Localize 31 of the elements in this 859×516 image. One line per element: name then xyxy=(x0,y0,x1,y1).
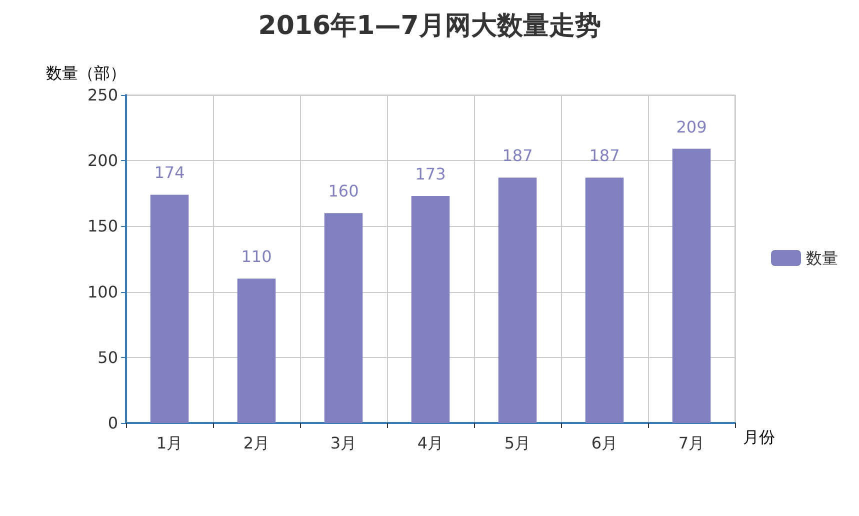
x-tick-label: 5月 xyxy=(504,434,531,452)
x-tick-label: 2月 xyxy=(243,434,270,452)
x-axis-title: 月份 xyxy=(743,428,775,446)
y-tick-label: 50 xyxy=(98,348,118,367)
x-tick-label: 6月 xyxy=(591,434,618,452)
y-tick-label: 250 xyxy=(87,86,118,104)
data-label: 160 xyxy=(328,182,359,201)
bar xyxy=(411,196,450,423)
data-label: 173 xyxy=(415,164,446,184)
bar xyxy=(324,213,363,423)
data-label: 209 xyxy=(676,117,707,136)
bar xyxy=(585,178,624,423)
bar xyxy=(672,148,711,423)
bar xyxy=(498,178,537,423)
y-tick-label: 200 xyxy=(87,151,118,170)
x-tick-label: 3月 xyxy=(330,434,357,452)
chart-title: 2016年1—7月网大数量走势 xyxy=(258,11,601,41)
data-label: 174 xyxy=(154,163,185,182)
y-tick-label: 150 xyxy=(87,216,118,236)
data-label: 187 xyxy=(502,146,533,166)
y-tick-label: 100 xyxy=(87,282,118,302)
x-tick-label: 1月 xyxy=(156,434,183,452)
y-tick-label: 0 xyxy=(108,414,118,432)
data-label: 187 xyxy=(589,146,620,166)
data-label: 110 xyxy=(241,247,272,266)
x-tick-label: 4月 xyxy=(417,434,444,452)
legend-label: 数量 xyxy=(806,248,838,268)
bar xyxy=(237,278,276,423)
y-axis-title: 数量（部） xyxy=(46,64,126,82)
bar xyxy=(150,194,189,423)
x-tick-label: 7月 xyxy=(678,434,705,452)
